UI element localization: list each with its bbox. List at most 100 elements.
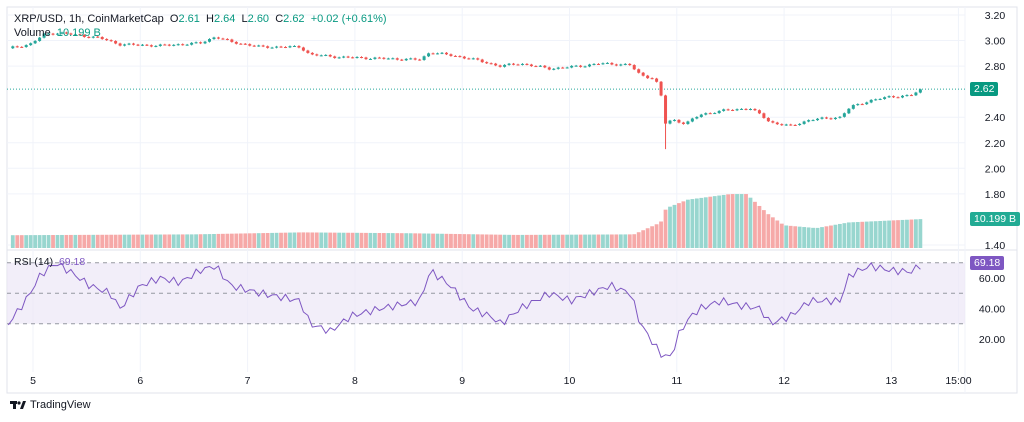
candle-body (708, 113, 712, 115)
volume-bar (328, 232, 333, 248)
candle-body (284, 46, 288, 48)
high-label: H (206, 13, 214, 25)
volume-bar (136, 234, 140, 248)
candle-body (73, 34, 77, 36)
volume-bar (279, 232, 283, 248)
candle-body (556, 67, 560, 69)
candle-body (140, 44, 144, 46)
volume-bar (145, 234, 149, 248)
candle-body (735, 109, 739, 111)
candle-body (288, 46, 292, 48)
volume-bar (694, 198, 699, 248)
volume-bar (297, 232, 301, 248)
candle-body (395, 58, 399, 60)
candle-body (38, 37, 42, 41)
time-tick-label: 6 (137, 375, 143, 387)
volume-bar (332, 232, 337, 248)
candle-body (565, 67, 569, 69)
volume-bar (261, 233, 266, 248)
candle-body (480, 59, 484, 63)
candle-body (520, 63, 524, 65)
candle-body (346, 56, 350, 58)
candle-body (145, 44, 149, 46)
low-value: 2.60 (247, 13, 270, 25)
candle-body (664, 95, 668, 124)
volume-bar (60, 234, 64, 248)
candle-body (601, 63, 605, 65)
volume-bar (708, 196, 713, 248)
candle-body (865, 102, 869, 105)
candle-body (637, 69, 641, 73)
rsi-tick-label: 20.00 (979, 334, 1005, 346)
volume-bar (587, 234, 592, 248)
volume-bar (627, 234, 632, 248)
volume-label[interactable]: Volume (14, 27, 51, 39)
volume-bar (574, 234, 579, 248)
candle-body (20, 46, 24, 48)
volume-bar (533, 234, 538, 248)
candle-body (690, 118, 694, 122)
tradingview-icon (10, 401, 26, 409)
candle-body (109, 40, 113, 42)
time-tick-label: 13 (886, 375, 898, 387)
volume-bar (341, 232, 346, 248)
volume-bar (784, 225, 789, 248)
volume-bar (185, 234, 190, 248)
candle-body (766, 117, 770, 122)
volume-bar (632, 234, 637, 248)
volume-bar (864, 221, 869, 248)
candle-body (444, 52, 448, 55)
volume-bar (596, 234, 601, 248)
candle-body (784, 124, 788, 126)
change-value: +0.02 (+0.61%) (310, 13, 387, 25)
candle-body (167, 44, 171, 46)
candle-body (820, 117, 824, 119)
tradingview-logo[interactable]: TradingView (10, 399, 91, 411)
volume-bar (189, 234, 194, 248)
candle-body (427, 53, 431, 57)
time-tick-label: 15:00 (945, 375, 971, 387)
candle-body (655, 78, 659, 82)
price-tick-label: 2.00 (985, 163, 1006, 175)
volume-bar (905, 219, 909, 248)
volume-bar (399, 233, 404, 248)
candle-body (176, 44, 180, 46)
volume-bar (730, 194, 735, 248)
candle-body (592, 63, 596, 65)
candle-body (816, 118, 820, 121)
candle-body (337, 57, 341, 59)
candle-body (753, 108, 757, 111)
candle-body (11, 46, 15, 49)
candle-body (543, 65, 547, 68)
volume-bar (860, 221, 865, 248)
volume-bar (73, 234, 78, 248)
open-label: O (169, 13, 179, 25)
volume-bar (726, 194, 731, 248)
volume-bar (753, 201, 757, 248)
volume-bar (198, 234, 203, 248)
volume-bar (668, 206, 672, 248)
candle-body (579, 65, 583, 67)
rsi-label[interactable]: RSI (14) (14, 256, 54, 268)
volume-bar (475, 234, 480, 248)
close-value: 2.62 (283, 13, 305, 25)
rsi-tag: 69.18 (970, 256, 1005, 270)
volume-bar (453, 233, 458, 248)
candle-body (368, 58, 372, 60)
volume-bar (355, 232, 359, 248)
candle-body (574, 65, 578, 67)
candle-body (914, 92, 918, 96)
candle-body (82, 34, 86, 37)
price-tick-label: 1.40 (985, 240, 1006, 252)
candle-body (632, 65, 636, 70)
volume-bar (346, 232, 351, 248)
time-tick-label: 5 (30, 375, 36, 387)
volume-bar (69, 234, 73, 248)
candle-body (42, 33, 46, 38)
volume-bar (113, 234, 118, 248)
candle-body (132, 43, 136, 45)
symbol-label[interactable]: XRP/USD, 1h, CoinMarketCap (14, 13, 164, 25)
candle-body (261, 45, 265, 47)
volume-bar (520, 234, 525, 248)
